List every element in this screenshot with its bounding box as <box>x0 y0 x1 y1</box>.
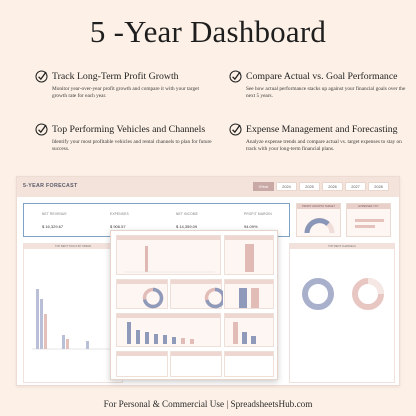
kpi-net-revenue: NET REVENUE $ 16,329.67 <box>42 212 67 229</box>
monthly-bar-card <box>116 313 221 347</box>
feature-top-performing: Top Performing Vehicles and Channels Ide… <box>35 123 215 153</box>
donut-chart <box>142 287 164 309</box>
feature-description: See how actual performance stacks up aga… <box>246 86 406 100</box>
kpi-value: $ 14,359.09 <box>176 224 198 229</box>
donut-chart <box>204 287 226 309</box>
page-title: 5 -Year Dashboard <box>89 14 327 49</box>
tab-year-2025[interactable]: 2025 <box>299 182 320 191</box>
kpi-value: $ 16,329.67 <box>42 224 64 229</box>
check-circle-icon <box>35 123 48 136</box>
kpi-net-income: NET INCOME $ 14,359.09 <box>176 212 198 229</box>
expense-bars <box>355 219 384 228</box>
feature-expense-management: Expense Management and Forecasting Analy… <box>229 123 409 153</box>
check-circle-icon <box>229 70 242 83</box>
bar-chart <box>125 246 215 273</box>
feature-description: Identify your most profitable vehicles a… <box>52 139 212 153</box>
left-bar-chart <box>32 289 120 350</box>
tab-year-2028[interactable]: 2028 <box>368 182 389 191</box>
dashboard-preview: 5-YEAR FORECAST 5Year 2024 2025 2026 202… <box>16 176 400 386</box>
tab-year-2024[interactable]: 2024 <box>276 182 297 191</box>
half-donut-chart <box>304 218 335 234</box>
kpi-label: EXPENSES <box>110 212 129 216</box>
expenses-yoy-card: EXPENSES YOY <box>346 203 391 237</box>
kpi-profit-margin: PROFIT MARGIN 94.09% <box>244 212 272 229</box>
kpi-label: NET INCOME <box>176 212 198 216</box>
panel-label: TOP RENT TOOLS BY SPEND <box>24 244 122 249</box>
feature-profit-growth: Track Long-Term Profit Growth Monitor ye… <box>35 70 215 100</box>
feature-title: Compare Actual vs. Goal Performance <box>246 71 398 82</box>
split-bar <box>239 288 259 308</box>
mini-card-group: PROFIT GROWTH TARGET EXPENSES YOY <box>296 203 391 237</box>
card-label: EXPENSES YOY <box>347 204 390 209</box>
small-bar-chart <box>233 322 256 344</box>
right-channel-panel: TOP RENT CHANNELS <box>289 243 395 383</box>
kpi-label: NET REVENUE <box>42 212 67 216</box>
monthly-bar-chart <box>127 322 194 344</box>
feature-description: Analyze expense trends and compare actua… <box>246 139 402 153</box>
kpi-label: PROFIT MARGIN <box>244 212 272 216</box>
table-card-3 <box>224 351 274 377</box>
feature-title: Top Performing Vehicles and Channels <box>52 124 206 135</box>
small-bar-card <box>224 313 274 347</box>
footer-text: For Personal & Commercial Use | Spreadsh… <box>103 399 313 409</box>
donut-card <box>116 279 168 309</box>
feature-description: Monitor year-over-year profit growth and… <box>52 86 199 100</box>
dashboard-header: 5-YEAR FORECAST 5Year 2024 2025 2026 202… <box>17 177 399 197</box>
panel-label: TOP RENT CHANNELS <box>290 244 394 249</box>
check-circle-icon <box>229 123 242 136</box>
profit-growth-card: PROFIT GROWTH TARGET <box>296 203 341 237</box>
table-card <box>116 351 168 377</box>
feature-actual-vs-goal: Compare Actual vs. Goal Performance See … <box>229 70 409 100</box>
tab-year-2027[interactable]: 2027 <box>345 182 366 191</box>
card-label: PROFIT GROWTH TARGET <box>297 204 340 209</box>
vertical-bar-card <box>224 235 274 275</box>
tab-year-5year[interactable]: 5Year <box>253 182 274 191</box>
dashboard-title: 5-YEAR FORECAST <box>23 183 78 189</box>
kpi-expenses: EXPENSES $ 906.57 <box>110 212 129 229</box>
feature-title: Expense Management and Forecasting <box>246 124 398 135</box>
dashboard-detail-sheet <box>110 230 278 380</box>
tab-year-2026[interactable]: 2026 <box>322 182 343 191</box>
right-donut-charts <box>302 278 384 310</box>
feature-title: Track Long-Term Profit Growth <box>52 71 179 82</box>
left-bar-panel: TOP RENT TOOLS BY SPEND <box>23 243 123 383</box>
year-tabs: 5Year 2024 2025 2026 2027 2028 <box>253 182 389 191</box>
table-card-2 <box>170 351 222 377</box>
donut-card-2 <box>170 279 226 309</box>
bar-chart-card <box>116 235 221 275</box>
check-circle-icon <box>35 70 48 83</box>
kpi-value: $ 906.57 <box>110 224 126 229</box>
split-bar-card <box>224 279 274 309</box>
kpi-value: 94.09% <box>244 224 258 229</box>
vertical-bar <box>245 244 254 272</box>
